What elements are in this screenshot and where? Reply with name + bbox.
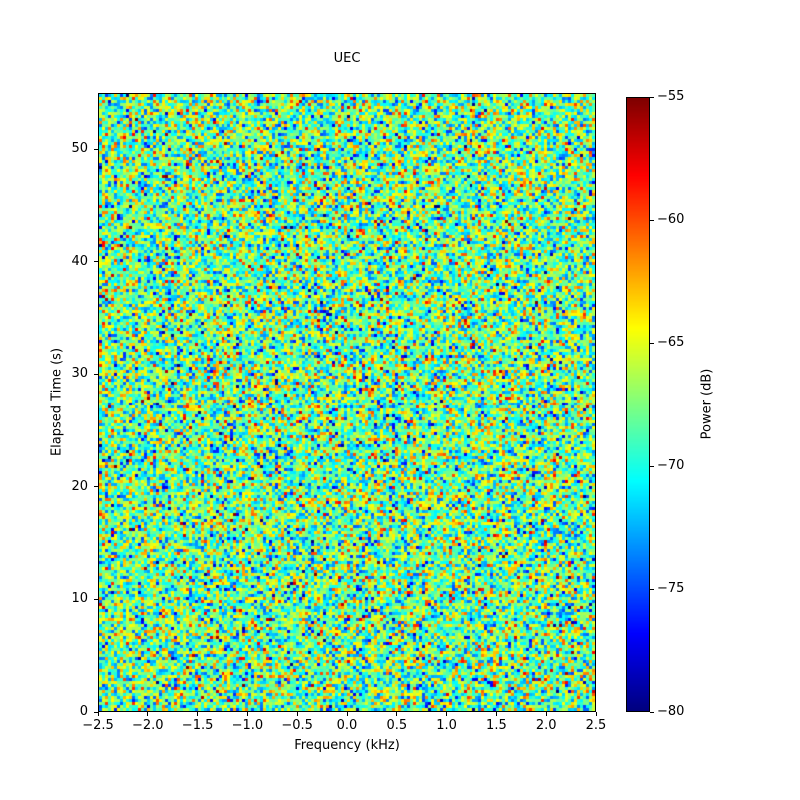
x-tick-mark [396,712,398,716]
x-axis-label: Frequency (kHz) [294,738,400,753]
x-tick-mark [495,712,497,716]
x-tick-label: 0.5 [386,718,408,733]
y-tick-mark [94,261,98,263]
colorbar-canvas [627,98,649,711]
x-tick-label: 1.5 [486,718,507,733]
x-tick-label: 2.0 [535,718,557,733]
x-tick-mark [147,712,149,716]
y-tick-label: 20 [71,478,88,494]
x-tick-mark [296,712,298,716]
x-tick-label: 0.0 [336,718,358,733]
x-tick-label: −2.5 [82,718,114,733]
colorbar-tick-mark [650,219,654,221]
colorbar-tick-label: −75 [657,581,685,596]
x-tick-mark [346,712,348,716]
colorbar-tick-mark [650,465,654,467]
colorbar-tick-mark [650,342,654,344]
y-tick-label: 30 [71,366,88,382]
colorbar-tick-label: −60 [657,212,685,227]
y-axis-label: Elapsed Time (s) [49,347,65,457]
y-tick-mark [94,598,98,600]
x-tick-label: −1.0 [231,718,264,733]
chart-title: UEC [333,51,361,66]
colorbar-tick-mark [650,711,654,713]
y-tick-label: 0 [79,704,88,719]
x-tick-label: 1.0 [436,718,457,733]
colorbar-tick-mark [650,96,654,98]
heatmap-canvas [99,94,595,711]
x-tick-mark [197,712,199,716]
x-tick-label: −2.0 [132,718,164,733]
y-tick-label: 10 [71,591,88,607]
colorbar-tick-label: −80 [657,704,685,719]
colorbar-label: Power (dB) [699,368,715,440]
x-tick-label: 2.5 [585,718,607,733]
colorbar-tick-label: −70 [657,458,685,473]
colorbar [626,97,650,712]
y-tick-mark [94,486,98,488]
y-tick-mark [94,373,98,375]
y-tick-mark [94,148,98,150]
x-tick-mark [595,712,597,716]
x-tick-mark [545,712,547,716]
y-tick-mark [94,711,98,713]
colorbar-tick-label: −55 [657,89,685,104]
colorbar-tick-label: −65 [657,335,685,350]
x-tick-mark [246,712,248,716]
y-tick-label: 50 [71,141,88,157]
y-tick-label: 40 [71,253,88,269]
x-tick-mark [97,712,99,716]
heatmap-plot-area [98,93,596,712]
x-tick-mark [446,712,448,716]
x-tick-label: −0.5 [281,718,313,733]
colorbar-tick-mark [650,588,654,590]
x-tick-label: −1.5 [181,718,214,733]
